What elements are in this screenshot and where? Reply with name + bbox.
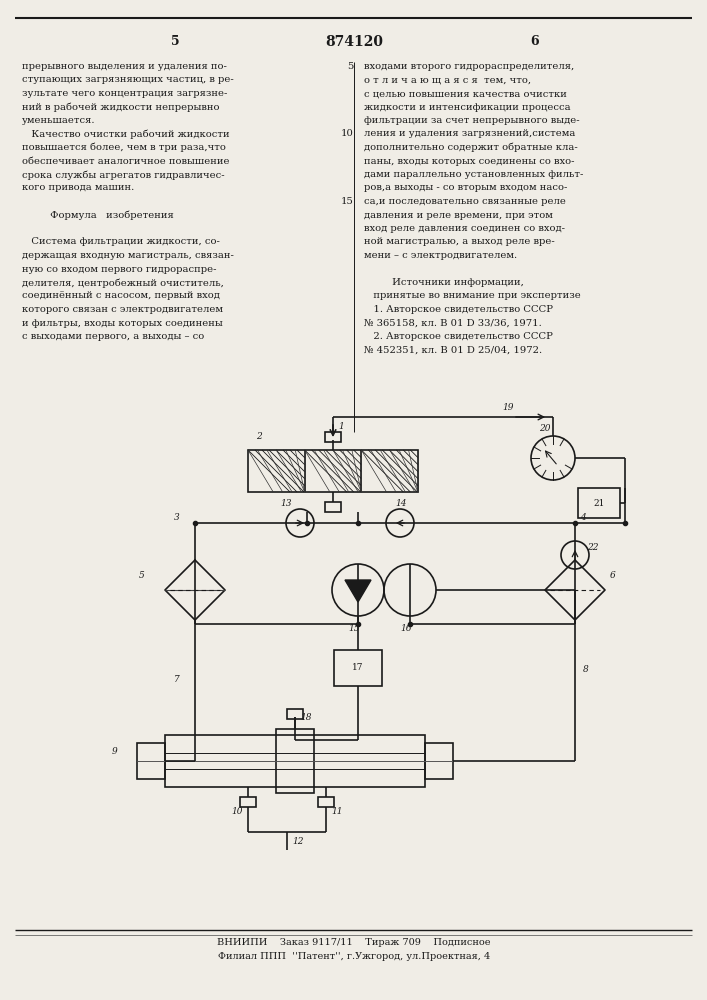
Text: с выходами первого, а выходы – со: с выходами первого, а выходы – со: [22, 332, 204, 341]
Text: зультате чего концентрация загрязне-: зультате чего концентрация загрязне-: [22, 89, 228, 98]
Text: 14: 14: [395, 499, 407, 508]
Text: о т л и ч а ю щ а я с я  тем, что,: о т л и ч а ю щ а я с я тем, что,: [364, 76, 531, 85]
Bar: [137, 743, 165, 779]
Text: уменьшается.: уменьшается.: [22, 116, 95, 125]
Text: срока службы агрегатов гидравличес-: срока службы агрегатов гидравличес-: [22, 170, 225, 180]
Text: 16: 16: [400, 624, 411, 633]
Bar: [287, 709, 303, 719]
Bar: [425, 743, 453, 779]
Bar: [334, 650, 382, 686]
Text: 5: 5: [170, 35, 180, 48]
Text: и фильтры, входы которых соединены: и фильтры, входы которых соединены: [22, 318, 223, 328]
Text: № 365158, кл. В 01 D 33/36, 1971.: № 365158, кл. В 01 D 33/36, 1971.: [364, 318, 542, 328]
Text: кого привода машин.: кого привода машин.: [22, 184, 134, 192]
Text: 2: 2: [256, 432, 262, 441]
Bar: [318, 797, 334, 807]
Text: 20: 20: [539, 424, 551, 433]
Text: Качество очистки рабочий жидкости: Качество очистки рабочий жидкости: [22, 129, 230, 139]
Text: 21: 21: [593, 498, 604, 508]
Text: 19: 19: [502, 403, 514, 412]
Text: 4: 4: [580, 513, 586, 522]
Text: 15: 15: [341, 197, 354, 206]
Text: 1. Авторское свидетельство СССР: 1. Авторское свидетельство СССР: [364, 305, 553, 314]
Text: 11: 11: [331, 807, 343, 816]
Text: Формула   изобретения: Формула изобретения: [22, 211, 174, 220]
Text: принятые во внимание при экспертизе: принятые во внимание при экспертизе: [364, 292, 580, 300]
Text: 2. Авторское свидетельство СССР: 2. Авторское свидетельство СССР: [364, 332, 553, 341]
Text: ров,а выходы - со вторым входом насо-: ров,а выходы - со вторым входом насо-: [364, 184, 568, 192]
Text: которого связан с электродвигателем: которого связан с электродвигателем: [22, 305, 223, 314]
Text: 6: 6: [610, 570, 616, 580]
Text: 22: 22: [587, 542, 599, 552]
Text: держащая входную магистраль, связан-: держащая входную магистраль, связан-: [22, 251, 234, 260]
Text: 3: 3: [174, 514, 180, 522]
Text: входами второго гидрораспределителя,: входами второго гидрораспределителя,: [364, 62, 574, 71]
Text: 1: 1: [338, 422, 344, 431]
Text: ления и удаления загрязнений,система: ления и удаления загрязнений,система: [364, 129, 575, 138]
Text: повышается более, чем в три раза,что: повышается более, чем в три раза,что: [22, 143, 226, 152]
Text: 5: 5: [348, 62, 354, 71]
Text: дами параллельно установленных фильт-: дами параллельно установленных фильт-: [364, 170, 583, 179]
Text: вход реле давления соединен со вход-: вход реле давления соединен со вход-: [364, 224, 565, 233]
Text: № 452351, кл. В 01 D 25/04, 1972.: № 452351, кл. В 01 D 25/04, 1972.: [364, 346, 542, 355]
Text: Система фильтрации жидкости, со-: Система фильтрации жидкости, со-: [22, 237, 220, 246]
Text: давления и реле времени, при этом: давления и реле времени, при этом: [364, 211, 553, 220]
Text: са,и последовательно связанные реле: са,и последовательно связанные реле: [364, 197, 566, 206]
Text: ной магистралью, а выход реле вре-: ной магистралью, а выход реле вре-: [364, 237, 555, 246]
Text: паны, входы которых соединены со вхо-: паны, входы которых соединены со вхо-: [364, 156, 575, 165]
Text: 874120: 874120: [325, 35, 383, 49]
Text: 15: 15: [348, 624, 359, 633]
Text: ВНИИПИ    Заказ 9117/11    Тираж 709    Подписное: ВНИИПИ Заказ 9117/11 Тираж 709 Подписное: [217, 938, 491, 947]
Text: ную со входом первого гидрораспре-: ную со входом первого гидрораспре-: [22, 264, 216, 273]
Text: 6: 6: [531, 35, 539, 48]
Text: жидкости и интенсификации процесса: жидкости и интенсификации процесса: [364, 103, 571, 111]
Text: прерывного выделения и удаления по-: прерывного выделения и удаления по-: [22, 62, 227, 71]
Text: делителя, центробежный очиститель,: делителя, центробежный очиститель,: [22, 278, 224, 288]
Text: 17: 17: [352, 664, 363, 672]
Bar: [276, 729, 314, 793]
Text: 5: 5: [139, 570, 145, 580]
Text: ний в рабочей жидкости непрерывно: ний в рабочей жидкости непрерывно: [22, 103, 219, 112]
Text: 10: 10: [232, 807, 243, 816]
Bar: [248, 450, 418, 492]
Bar: [325, 502, 341, 512]
Bar: [165, 735, 425, 787]
Text: мени – с электродвигателем.: мени – с электродвигателем.: [364, 251, 517, 260]
Text: фильтрации за счет непрерывного выде-: фильтрации за счет непрерывного выде-: [364, 116, 580, 125]
Bar: [578, 488, 620, 518]
Text: 12: 12: [292, 837, 303, 846]
Text: дополнительно содержит обратные кла-: дополнительно содержит обратные кла-: [364, 143, 578, 152]
Text: ступающих загрязняющих частиц, в ре-: ступающих загрязняющих частиц, в ре-: [22, 76, 234, 85]
Text: 18: 18: [300, 713, 312, 722]
Text: соединённый с насосом, первый вход: соединённый с насосом, первый вход: [22, 292, 220, 300]
Text: с целью повышения качества очистки: с целью повышения качества очистки: [364, 89, 567, 98]
Polygon shape: [345, 580, 371, 602]
Text: 10: 10: [341, 129, 354, 138]
Text: 7: 7: [174, 676, 180, 684]
Text: Источники информации,: Источники информации,: [364, 278, 524, 287]
Text: Филиал ППП  ''Патент'', г.Ужгород, ул.Проектная, 4: Филиал ППП ''Патент'', г.Ужгород, ул.Про…: [218, 952, 490, 961]
Text: обеспечивает аналогичное повышение: обеспечивает аналогичное повышение: [22, 156, 230, 165]
Bar: [240, 797, 256, 807]
Text: 13: 13: [280, 499, 291, 508]
Text: 9: 9: [111, 747, 117, 756]
Bar: [325, 432, 341, 442]
Text: 8: 8: [583, 666, 589, 674]
